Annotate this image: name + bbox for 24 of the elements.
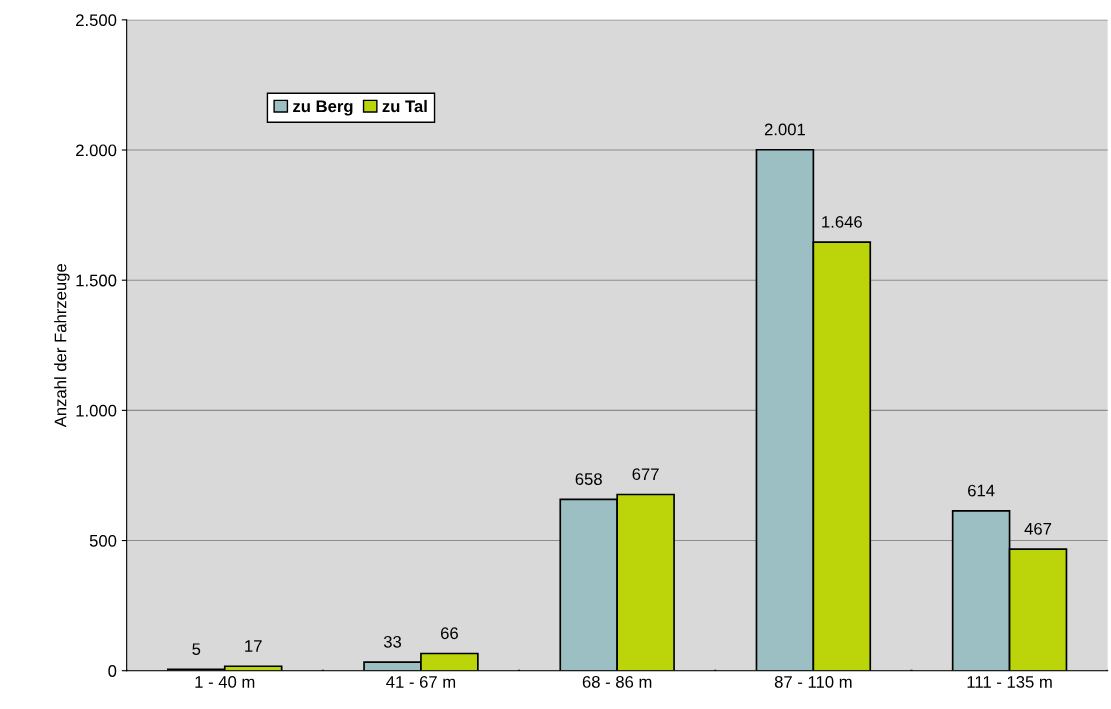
data-label: 1.646 bbox=[822, 215, 862, 228]
y-tick-label: 2.500 bbox=[76, 14, 117, 27]
y-tick-label: 1.000 bbox=[76, 404, 117, 417]
x-tick-label: 111 - 135 m bbox=[967, 676, 1052, 688]
legend-label: zu Tal bbox=[382, 99, 427, 113]
data-label: 2.001 bbox=[764, 123, 805, 136]
data-label: 467 bbox=[1024, 522, 1052, 535]
y-tick-label: 1.500 bbox=[76, 274, 117, 287]
x-tick-label: 87 - 110 m bbox=[774, 676, 852, 688]
y-tick-label: 2.000 bbox=[76, 144, 117, 157]
y-tick-label: 0 bbox=[108, 665, 117, 677]
data-label: 17 bbox=[245, 640, 262, 652]
data-label: 33 bbox=[383, 635, 402, 648]
data-label: 658 bbox=[575, 473, 602, 485]
x-tick-label: 41 - 67 m bbox=[386, 676, 456, 688]
x-tick-label: 1 - 40 m bbox=[195, 676, 255, 688]
legend-label: zu Berg bbox=[293, 100, 353, 116]
y-axis-title: Anzahl der Fahrzeuge bbox=[54, 264, 70, 428]
x-tick-label: 68 - 86 m bbox=[582, 676, 652, 688]
y-tick-label: 500 bbox=[89, 534, 117, 547]
data-label: 614 bbox=[968, 484, 995, 497]
data-label: 677 bbox=[632, 468, 659, 481]
data-label: 5 bbox=[192, 643, 201, 656]
data-label: 66 bbox=[440, 627, 458, 640]
